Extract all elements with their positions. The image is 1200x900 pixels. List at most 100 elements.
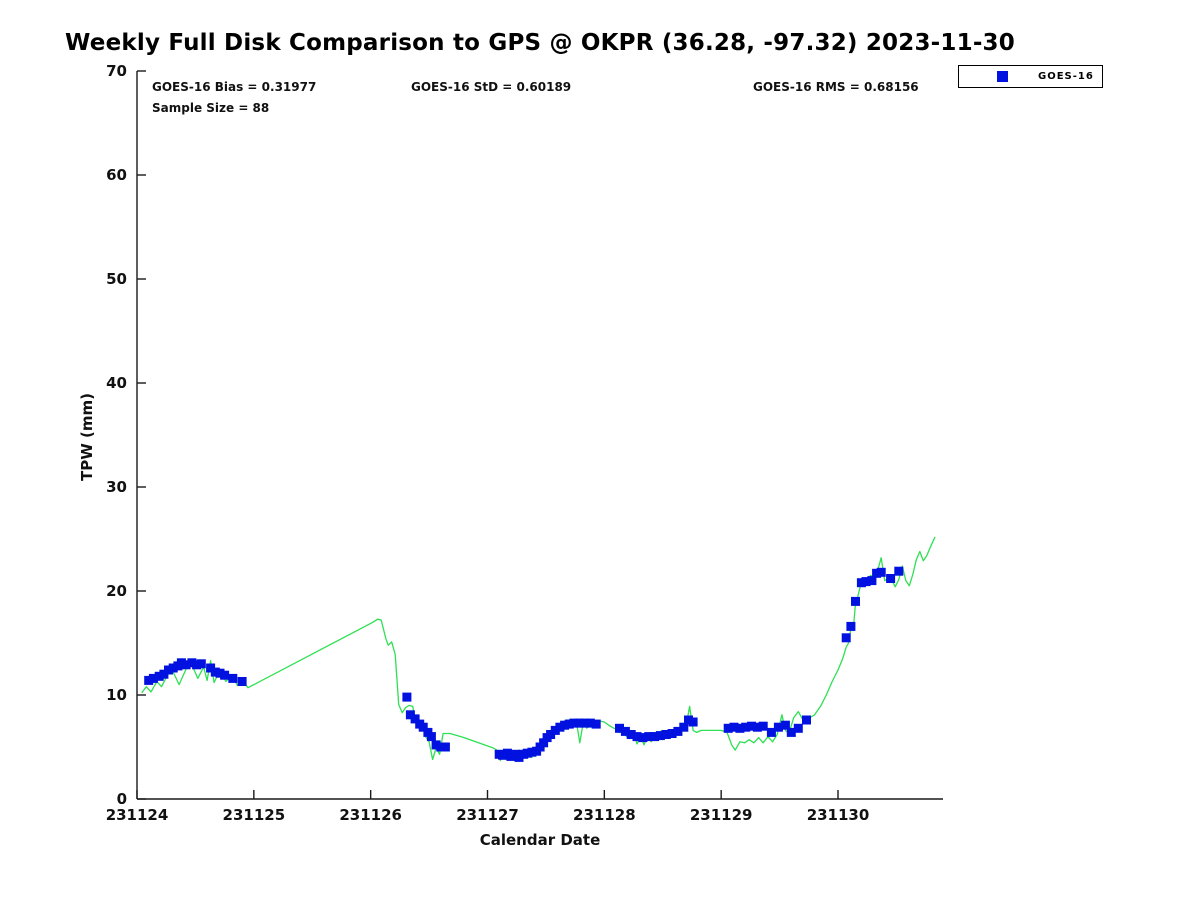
goes16-marker [144, 675, 154, 685]
goes16-marker [872, 568, 882, 578]
stat-bias: GOES-16 Bias = 0.31977 [152, 80, 317, 94]
goes16-marker [237, 677, 247, 686]
x-tick-label: 231128 [573, 806, 636, 824]
y-tick-label: 0 [117, 790, 127, 808]
stat-std: GOES-16 StD = 0.60189 [411, 80, 572, 94]
goes16-marker [861, 577, 871, 587]
goes16-marker [154, 671, 164, 681]
y-tick-label: 20 [106, 582, 127, 600]
goes16-marker [164, 665, 173, 675]
goes16-marker [615, 723, 624, 733]
legend: GOES-16 [958, 65, 1103, 88]
goes16-marker [851, 596, 860, 606]
goes16-marker [856, 578, 866, 588]
goes16-marker [591, 719, 601, 729]
goes16-marker [176, 658, 186, 668]
goes16-marker [560, 720, 570, 730]
goes16-marker [196, 659, 206, 669]
goes16-marker [673, 726, 683, 736]
goes16-marker [569, 718, 579, 728]
goes16-marker [546, 730, 556, 739]
goes16-marker [786, 727, 796, 737]
goes16-marker [564, 719, 574, 729]
goes16-marker [181, 660, 191, 670]
goes16-marker [626, 730, 636, 739]
y-tick-label: 30 [106, 478, 127, 496]
goes16-marker [684, 715, 693, 725]
stat-sample-size: Sample Size = 88 [152, 101, 270, 115]
goes16-marker [405, 710, 415, 720]
x-tick-label: 231130 [807, 806, 870, 824]
goes16-marker [410, 714, 420, 724]
goes16-marker [729, 722, 739, 732]
goes16-marker [876, 567, 886, 577]
goes16-marker [650, 732, 660, 742]
goes16-marker [585, 718, 595, 728]
stat-rms: GOES-16 RMS = 0.68156 [753, 80, 919, 94]
y-tick-label: 50 [106, 270, 127, 288]
goes16-marker [514, 752, 524, 762]
y-axis-label: TPW (mm) [78, 393, 96, 481]
goes16-marker [747, 721, 756, 731]
goes16-marker [793, 723, 803, 733]
y-tick-label: 60 [106, 166, 127, 184]
goes16-marker [773, 722, 783, 732]
goes16-marker [735, 723, 745, 733]
goes16-marker [498, 750, 508, 760]
goes16-marker [679, 722, 689, 732]
goes16-marker [215, 668, 225, 678]
goes16-marker [527, 747, 537, 757]
goes16-marker [894, 566, 904, 576]
goes16-marker [723, 723, 733, 733]
goes16-marker [741, 722, 751, 732]
goes16-marker [846, 621, 856, 631]
goes16-marker [402, 692, 412, 702]
goes16-marker [192, 660, 202, 670]
goes16-marker [752, 722, 762, 732]
goes16-marker [802, 715, 811, 725]
goes16-marker [431, 740, 441, 750]
goes16-marker [644, 732, 654, 742]
goes16-marker [655, 731, 665, 741]
legend-goes16-label: GOES-16 [1038, 71, 1094, 82]
goes16-marker [206, 663, 216, 673]
goes16-marker [661, 730, 671, 739]
x-tick-label: 231127 [456, 806, 519, 824]
goes16-marker [426, 732, 436, 742]
goes16-marker [418, 722, 428, 732]
chart-title: Weekly Full Disk Comparison to GPS @ OKP… [65, 30, 1015, 56]
y-tick-label: 40 [106, 374, 127, 392]
goes16-marker [638, 733, 648, 743]
goes16-marker [632, 732, 642, 742]
x-tick-label: 231125 [223, 806, 286, 824]
goes16-marker [210, 667, 220, 677]
goes16-marker [228, 673, 238, 683]
goes16-marker [187, 658, 197, 668]
goes16-marker [867, 576, 877, 586]
x-tick-label: 231129 [690, 806, 753, 824]
goes16-marker [168, 663, 178, 673]
goes16-marker [886, 574, 896, 583]
goes16-marker [159, 669, 169, 679]
goes16-marker [440, 742, 450, 752]
goes16-marker [575, 718, 585, 728]
goes16-marker [841, 633, 851, 643]
goes16-marker [688, 717, 698, 727]
goes16-marker [506, 751, 516, 761]
gps-line [141, 536, 936, 762]
goes16-marker [220, 670, 230, 680]
goes16-marker [758, 721, 768, 731]
x-axis-label: Calendar Date [479, 831, 601, 849]
goes16-marker [780, 720, 790, 730]
goes16-marker [539, 738, 549, 748]
goes16-marker [550, 725, 560, 735]
y-tick-label: 70 [106, 62, 127, 80]
goes16-marker [148, 673, 158, 683]
goes16-marker [555, 722, 565, 732]
x-tick-label: 231126 [339, 806, 402, 824]
goes16-marker [580, 718, 589, 728]
goes16-marker [620, 726, 630, 736]
legend-goes16-marker-icon [997, 71, 1008, 82]
